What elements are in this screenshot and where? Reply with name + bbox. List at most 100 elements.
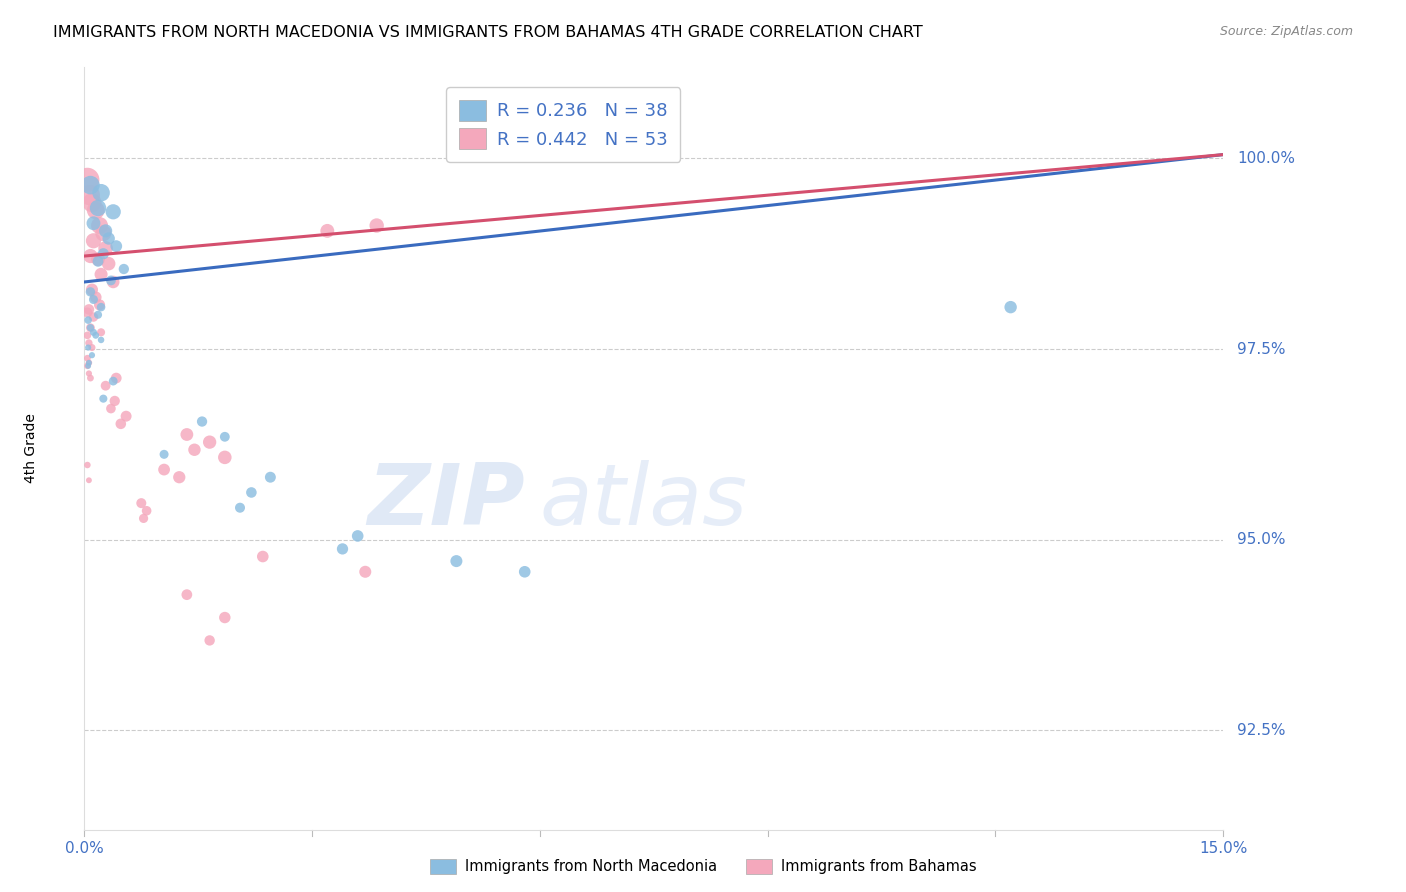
- Point: [176, 588, 198, 602]
- Point: [93, 226, 115, 240]
- Point: [90, 326, 112, 340]
- Point: [169, 470, 191, 484]
- Point: [103, 374, 125, 388]
- Point: [332, 541, 354, 556]
- Point: [93, 392, 115, 406]
- Point: [115, 409, 138, 424]
- Point: [80, 341, 103, 355]
- Point: [79, 178, 101, 193]
- Point: [80, 283, 103, 297]
- Point: [103, 275, 125, 289]
- Point: [135, 504, 157, 518]
- Point: [79, 285, 101, 299]
- Point: [354, 565, 377, 579]
- Point: [77, 356, 100, 370]
- Point: [316, 224, 339, 238]
- Point: [100, 273, 122, 287]
- Point: [97, 231, 120, 245]
- Point: [90, 300, 112, 314]
- Point: [77, 341, 100, 355]
- Point: [82, 310, 104, 324]
- Point: [153, 462, 176, 476]
- Point: [84, 290, 107, 304]
- Legend: R = 0.236   N = 38, R = 0.442   N = 53: R = 0.236 N = 38, R = 0.442 N = 53: [447, 87, 681, 161]
- Point: [252, 549, 274, 564]
- Point: [80, 348, 103, 362]
- Point: [76, 305, 98, 319]
- Text: 15.0%: 15.0%: [1199, 841, 1247, 856]
- Point: [153, 447, 176, 461]
- Text: Source: ZipAtlas.com: Source: ZipAtlas.com: [1219, 25, 1353, 38]
- Point: [77, 473, 100, 487]
- Text: 100.0%: 100.0%: [1237, 151, 1295, 166]
- Point: [87, 254, 110, 268]
- Point: [82, 326, 104, 340]
- Point: [94, 378, 117, 392]
- Point: [105, 239, 128, 253]
- Point: [79, 320, 101, 334]
- Point: [103, 204, 125, 219]
- Text: 92.5%: 92.5%: [1237, 723, 1285, 738]
- Point: [229, 500, 252, 515]
- Point: [87, 308, 110, 322]
- Text: 4th Grade: 4th Grade: [24, 413, 38, 483]
- Point: [191, 415, 214, 429]
- Point: [79, 371, 101, 385]
- Point: [93, 246, 115, 260]
- Point: [77, 367, 100, 381]
- Point: [90, 333, 112, 347]
- Point: [1000, 300, 1022, 314]
- Point: [77, 356, 100, 370]
- Point: [94, 241, 117, 255]
- Point: [198, 435, 221, 450]
- Point: [77, 359, 100, 373]
- Point: [90, 186, 112, 200]
- Point: [76, 458, 98, 472]
- Point: [79, 320, 101, 334]
- Point: [105, 371, 128, 385]
- Point: [84, 328, 107, 343]
- Point: [198, 633, 221, 648]
- Point: [76, 173, 98, 187]
- Text: 97.5%: 97.5%: [1237, 342, 1285, 357]
- Point: [214, 430, 236, 444]
- Point: [87, 201, 110, 215]
- Point: [82, 234, 104, 248]
- Point: [77, 336, 100, 351]
- Point: [90, 268, 112, 282]
- Point: [214, 610, 236, 624]
- Point: [112, 262, 135, 277]
- Point: [446, 554, 468, 568]
- Point: [346, 529, 368, 543]
- Text: 95.0%: 95.0%: [1237, 533, 1285, 548]
- Point: [176, 427, 198, 442]
- Point: [80, 195, 103, 210]
- Point: [366, 219, 388, 233]
- Point: [77, 302, 100, 317]
- Point: [84, 203, 107, 218]
- Legend: Immigrants from North Macedonia, Immigrants from Bahamas: Immigrants from North Macedonia, Immigra…: [423, 853, 983, 880]
- Point: [76, 359, 98, 373]
- Point: [89, 298, 111, 312]
- Text: IMMIGRANTS FROM NORTH MACEDONIA VS IMMIGRANTS FROM BAHAMAS 4TH GRADE CORRELATION: IMMIGRANTS FROM NORTH MACEDONIA VS IMMIG…: [53, 25, 924, 40]
- Point: [77, 313, 100, 327]
- Point: [240, 485, 263, 500]
- Point: [110, 417, 132, 431]
- Point: [100, 401, 122, 416]
- Point: [89, 219, 111, 233]
- Point: [104, 393, 127, 408]
- Point: [76, 351, 98, 366]
- Point: [183, 442, 205, 457]
- Point: [214, 450, 236, 465]
- Point: [79, 249, 101, 263]
- Point: [94, 224, 117, 238]
- Point: [76, 328, 98, 343]
- Point: [82, 293, 104, 307]
- Point: [513, 565, 536, 579]
- Point: [132, 511, 155, 525]
- Point: [259, 470, 281, 484]
- Point: [87, 252, 110, 266]
- Point: [97, 257, 120, 271]
- Text: ZIP: ZIP: [367, 460, 524, 543]
- Text: 0.0%: 0.0%: [65, 841, 104, 856]
